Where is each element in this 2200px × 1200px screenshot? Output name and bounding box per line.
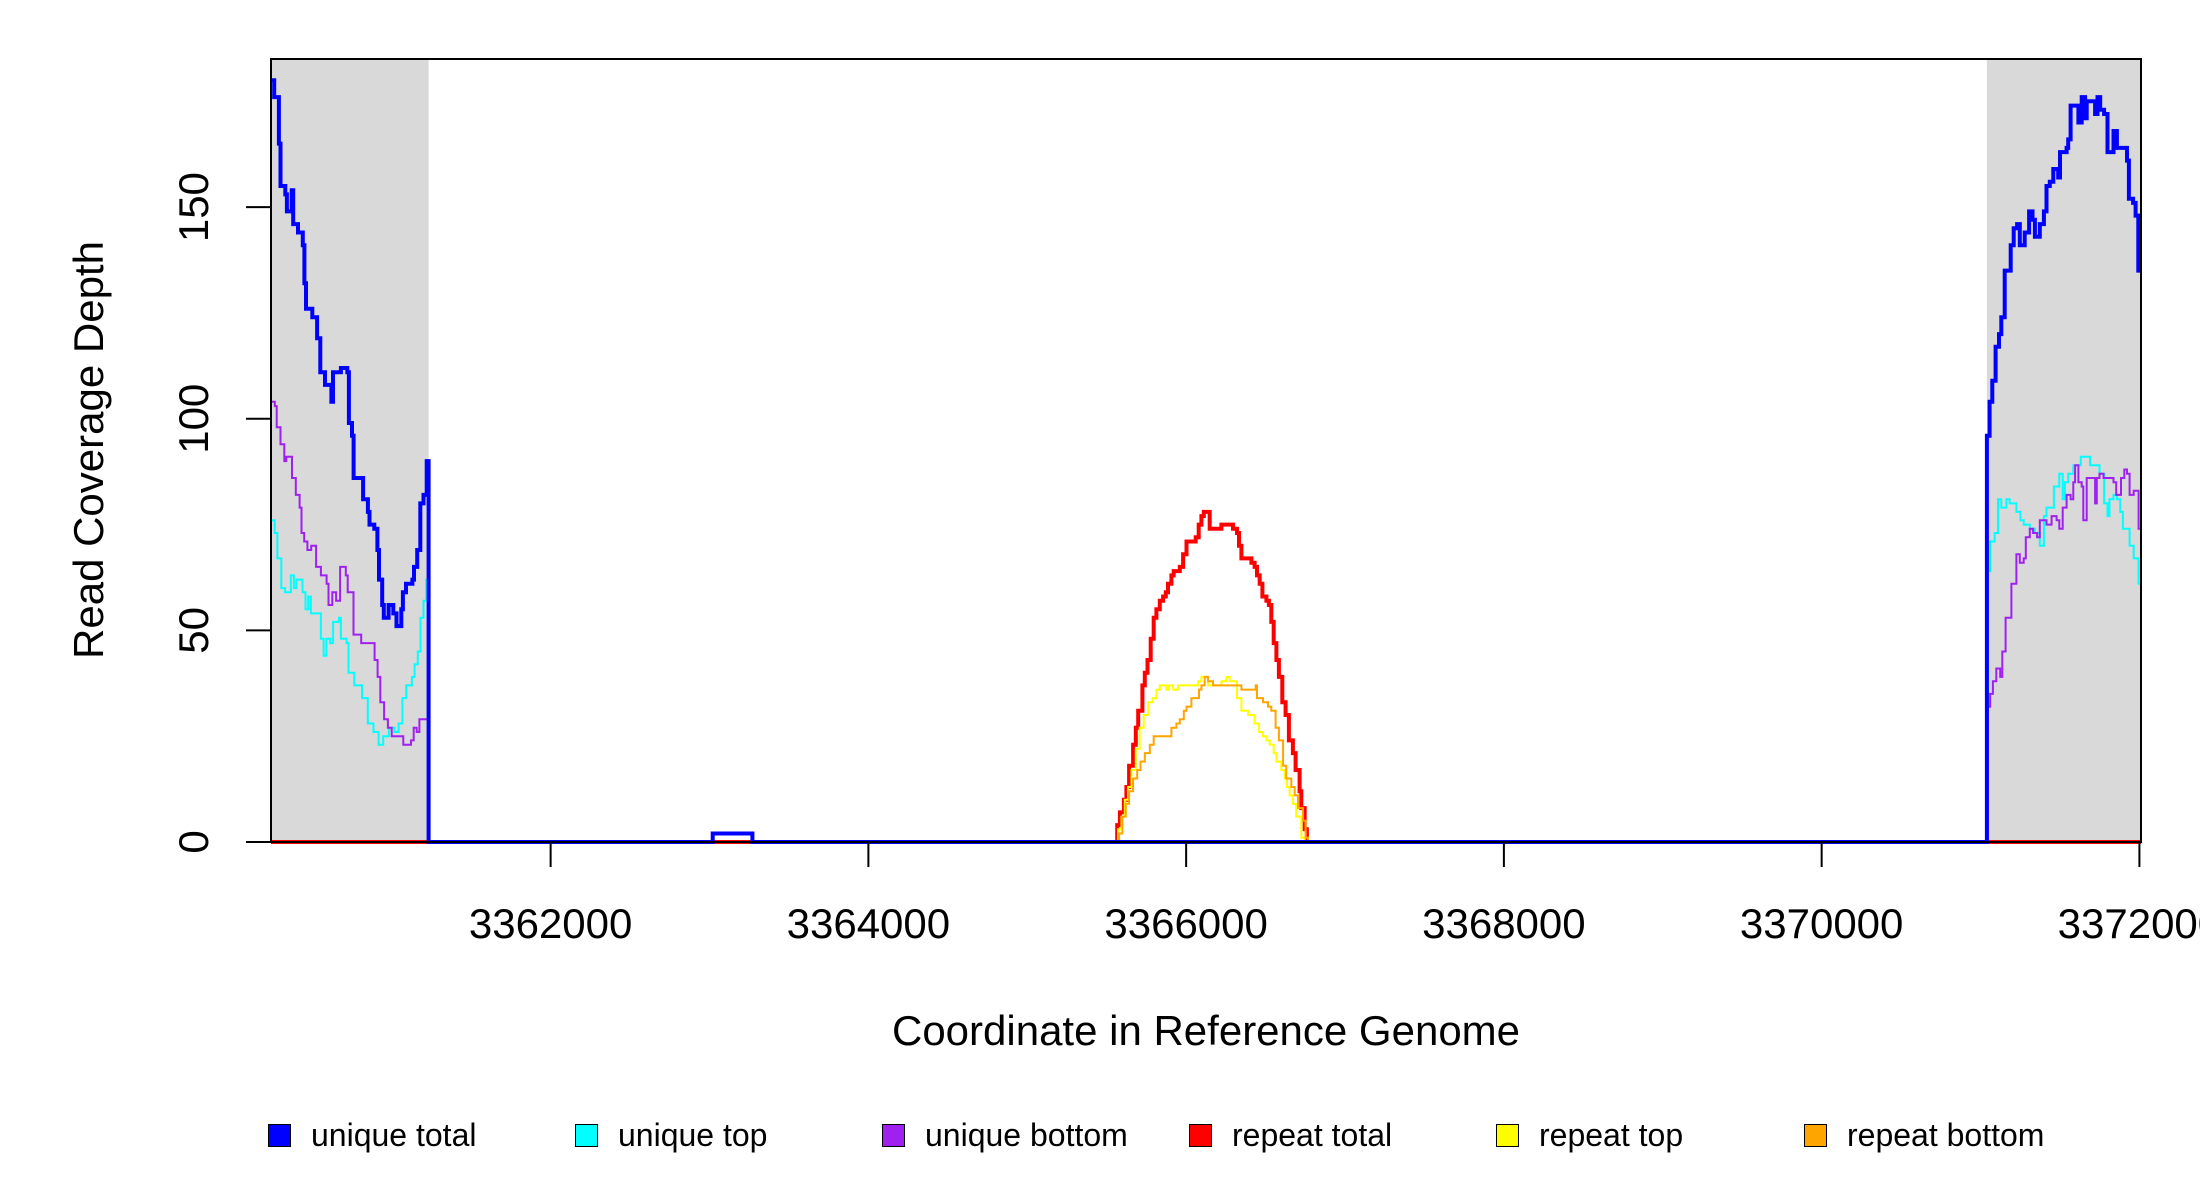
y-axis-title: Read Coverage Depth [65, 241, 112, 659]
y-tick-label: 100 [170, 384, 217, 454]
y-tick-label: 0 [170, 830, 217, 853]
y-tick-label: 150 [170, 172, 217, 242]
series-line-repeat-total [271, 509, 2141, 844]
legend-label: repeat top [1539, 1116, 1684, 1153]
series-line-unique-total [271, 78, 2141, 844]
legend-swatch-unique-bottom [882, 1123, 905, 1147]
legend-item-unique-top: unique top [575, 1115, 767, 1155]
x-tick-label: 3364000 [787, 900, 951, 947]
series-line-unique-bottom [271, 400, 2141, 843]
legend-item-unique-total: unique total [268, 1115, 476, 1155]
x-axis-title: Coordinate in Reference Genome [892, 1007, 1520, 1054]
legend-item-repeat-top: repeat top [1496, 1115, 1683, 1155]
y-axis: 0 50 100 150 [170, 172, 272, 854]
legend-label: unique total [311, 1116, 477, 1153]
legend-swatch-unique-total [268, 1123, 291, 1147]
legend-label: unique bottom [925, 1116, 1128, 1153]
legend-label: repeat bottom [1847, 1116, 2045, 1153]
legend-label: unique top [618, 1116, 768, 1153]
series-line-unique-top [271, 455, 2141, 843]
legend-item-repeat-total: repeat total [1189, 1115, 1392, 1155]
legend-swatch-repeat-total [1189, 1123, 1212, 1147]
shaded-regions [271, 59, 2141, 842]
x-tick-label: 3362000 [469, 900, 633, 947]
legend-item-repeat-bottom: repeat bottom [1804, 1115, 2044, 1155]
shaded-region-2 [1986, 59, 2141, 842]
x-tick-label: 3370000 [1740, 900, 1904, 947]
x-axis: 3362000 3364000 3366000 3368000 3370000 33720… [469, 841, 2200, 947]
x-tick-label: 3368000 [1422, 900, 1586, 947]
series-line-repeat-bottom [271, 675, 2141, 843]
legend-swatch-repeat-top [1496, 1123, 1519, 1147]
plot-frame [270, 58, 2142, 843]
y-tick-label: 50 [170, 607, 217, 654]
x-tick-label: 3366000 [1104, 900, 1268, 947]
series-line-repeat-top [271, 675, 2141, 843]
legend-item-unique-bottom: unique bottom [882, 1115, 1128, 1155]
legend-label: repeat total [1232, 1116, 1393, 1153]
series-lines [271, 78, 2141, 844]
legend: unique total unique top unique bottom re… [0, 1115, 2200, 1155]
legend-swatch-repeat-bottom [1804, 1123, 1827, 1147]
shaded-region-1 [271, 59, 429, 842]
legend-swatch-unique-top [575, 1123, 598, 1147]
